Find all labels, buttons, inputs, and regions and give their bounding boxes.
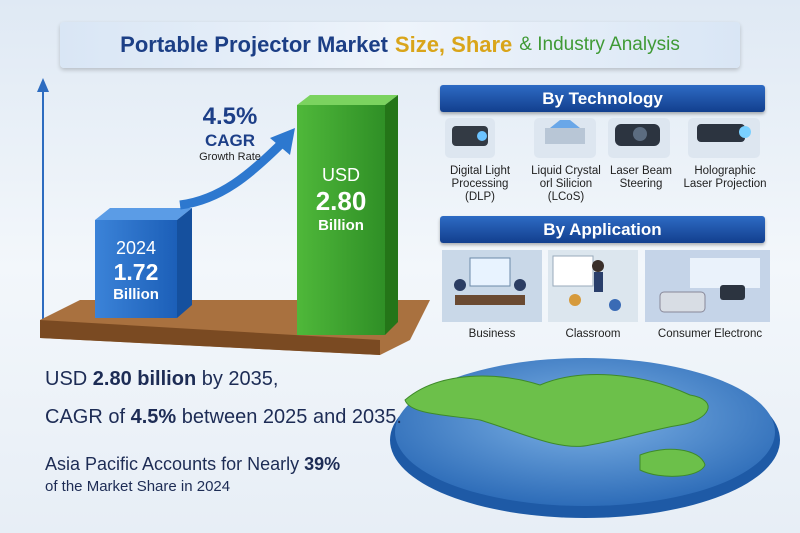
growth-rate: 4.5% [202,103,258,130]
stat-line: of the Market Share in 2024 [45,478,230,495]
stat-line: Asia Pacific Accounts for Nearly 39% [45,454,340,475]
stat-text: CAGR of [45,406,126,428]
title-part: Portable Projector Market [120,32,388,57]
bar-label: USD 2.80 Billion [297,165,385,234]
growth-label: CAGR [204,131,256,150]
title-banner: Portable Projector Market Size, Share & … [60,22,740,68]
stat-highlight: 2.80 billion [92,368,197,390]
bar-unit: Billion [113,286,159,303]
bar-unit: Billion [318,217,364,234]
section-header: By Application [440,216,765,243]
bar-value: 1.72 [113,259,159,285]
title-part: & Industry Analysis [519,34,680,55]
stat-text: of the Market Share in 2024 [45,478,231,495]
growth-sublabel: Growth Rate [199,151,261,163]
section-header: By Technology [440,85,765,112]
app-label: Business [468,328,516,340]
stat-text: between 2025 and 2035. [181,406,402,428]
title-part: Size, Share [394,32,513,57]
app-label: Classroom [565,328,621,340]
bar-year: 2024 [115,238,157,258]
growth: 4.5% CAGR Growth Rate [185,103,275,163]
bar-value: 2.80 [315,186,367,216]
stat-highlight: 39% [304,454,341,474]
tech-label: Holographic Laser Projection [683,165,767,190]
app-label: Consumer Electronc [657,328,763,340]
stat-text: by 2035, [201,368,279,390]
stat-line: CAGR of 4.5% between 2025 and 2035. [45,406,402,429]
bar-label: 2024 1.72 Billion [95,238,177,303]
tech-label: Liquid Crystal orl Silicion (LCoS) [531,165,601,203]
stat-text: Asia Pacific Accounts for Nearly [45,454,300,474]
bar-year: USD [321,165,360,185]
tech-label: Laser Beam Steering [609,165,672,190]
stat-highlight: 4.5% [130,406,177,428]
tech-label: Digital Light Processing (DLP) [449,165,511,203]
stat-text: USD [45,368,88,390]
stat-line: USD 2.80 billion by 2035, [45,368,278,391]
